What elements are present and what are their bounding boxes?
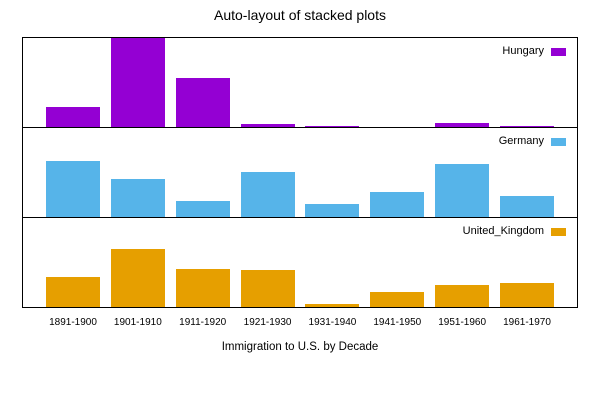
legend-hungary: Hungary: [502, 46, 566, 57]
panels-container: Hungary Germany United_Kingdom: [22, 37, 578, 308]
panel-hungary: Hungary: [22, 37, 578, 128]
x-tick-label: 1911-1920: [179, 317, 227, 328]
bar-hungary-1921-1930: [240, 123, 295, 127]
bar-united_kingdom-1941-1950: [370, 291, 425, 307]
bar-united_kingdom-1891-1900: [46, 277, 100, 307]
x-tick-label: 1941-1950: [373, 317, 422, 328]
x-tick-label: 1961-1970: [503, 317, 551, 328]
x-tick-label: 1891-1900: [49, 317, 97, 328]
legend-united_kingdom: United_Kingdom: [463, 226, 566, 237]
bar-hungary-1911-1920: [175, 78, 230, 127]
panel-germany: Germany: [22, 127, 578, 218]
bar-hungary-1891-1900: [46, 107, 100, 127]
x-tick-label: 1951-1960: [438, 317, 487, 328]
bar-united_kingdom-1921-1930: [240, 269, 295, 307]
x-tick-label: 1931-1940: [308, 317, 357, 328]
bar-united_kingdom-1911-1920: [175, 269, 230, 307]
panel-united_kingdom: United_Kingdom: [22, 217, 578, 308]
legend-swatch: [551, 137, 566, 146]
bar-united_kingdom-1951-1960: [435, 284, 490, 307]
bar-germany-1911-1920: [175, 201, 230, 217]
legend-swatch: [551, 47, 566, 56]
bar-germany-1951-1960: [435, 164, 490, 217]
bar-hungary-1961-1970: [500, 126, 554, 127]
legend-swatch: [551, 227, 566, 236]
x-tick-label: 1901-1910: [113, 317, 162, 328]
legend-germany: Germany: [499, 136, 566, 147]
bar-germany-1961-1970: [500, 196, 554, 217]
bar-hungary-1951-1960: [435, 122, 490, 127]
bar-united_kingdom-1931-1940: [305, 303, 360, 307]
legend-label: United_Kingdom: [462, 225, 544, 237]
x-axis-title: Immigration to U.S. by Decade: [221, 341, 379, 353]
bar-hungary-1931-1940: [305, 126, 360, 127]
chart-title: Auto-layout of stacked plots: [214, 7, 386, 23]
legend-label: Germany: [498, 135, 544, 147]
bar-germany-1941-1950: [370, 192, 425, 217]
bar-germany-1891-1900: [46, 161, 100, 217]
legend-label: Hungary: [502, 45, 544, 57]
bar-germany-1931-1940: [305, 204, 360, 217]
bar-germany-1921-1930: [240, 171, 295, 217]
bar-hungary-1901-1910: [110, 38, 165, 127]
bar-united_kingdom-1961-1970: [500, 283, 554, 307]
bar-germany-1901-1910: [110, 179, 165, 217]
bar-united_kingdom-1901-1910: [110, 249, 165, 307]
x-axis-tick-labels: 1891-1900 1901-1910 1911-1920 1921-1930 1931…: [23, 317, 577, 331]
x-tick-label: 1921-1930: [243, 317, 292, 328]
